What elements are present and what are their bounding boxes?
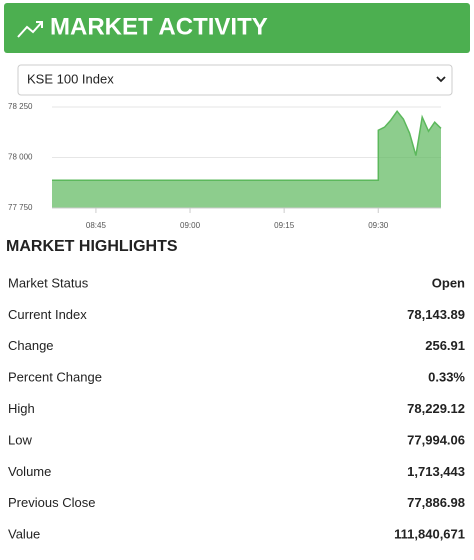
row-label: High (8, 401, 35, 416)
header-title: MARKET ACTIVITY (50, 13, 268, 40)
row-value: 78,229.12 (407, 401, 465, 416)
trend-icon (17, 21, 43, 38)
row-label: Percent Change (8, 370, 102, 385)
row-label: Market Status (8, 275, 89, 290)
x-tick-label: 09:00 (180, 221, 201, 230)
y-tick-label: 78 000 (8, 153, 33, 162)
row-label: Change (8, 338, 54, 353)
index-select[interactable]: KSE 100 Index (17, 64, 453, 96)
y-tick-label: 77 750 (8, 203, 33, 212)
row-value: 256.91 (425, 338, 465, 353)
row-label: Previous Close (8, 495, 95, 510)
row-value: 111,840,671 (394, 527, 465, 542)
x-tick-label: 09:30 (368, 221, 389, 230)
select-box[interactable] (17, 64, 453, 96)
row-value: 1,713,443 (407, 464, 465, 479)
row-label: Low (8, 432, 32, 447)
header-bar (4, 3, 470, 53)
row-value: 77,994.06 (407, 432, 465, 447)
trend-icon-arrow (36, 21, 43, 28)
row-value: 78,143.89 (407, 307, 465, 322)
row-value: Open (432, 275, 465, 290)
row-value: 0.33% (428, 370, 465, 385)
select-chevron[interactable] (436, 76, 446, 83)
area-fill (52, 111, 441, 208)
row-label: Value (8, 527, 40, 542)
select-value[interactable]: KSE 100 Index (27, 71, 114, 86)
y-tick-label: 78 250 (8, 102, 33, 111)
row-label: Current Index (8, 307, 87, 322)
highlights-title: MARKET HIGHLIGHTS (6, 238, 178, 255)
row-label: Volume (8, 464, 51, 479)
x-tick-label: 09:15 (274, 221, 295, 230)
area-line (52, 109, 442, 182)
row-value: 77,886.98 (407, 495, 465, 510)
x-tick-label: 08:45 (86, 221, 107, 230)
